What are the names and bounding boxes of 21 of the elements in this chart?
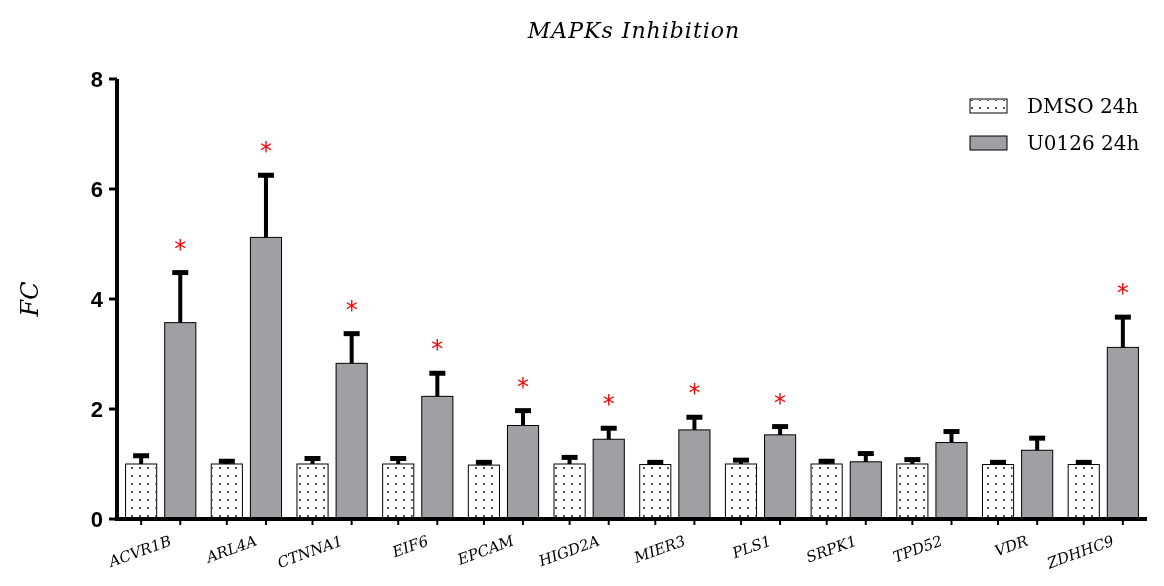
annotation: * — [774, 388, 787, 417]
annotation: * — [688, 379, 701, 408]
annotation: * — [259, 137, 272, 166]
y-tick-label: 8 — [90, 66, 103, 92]
y-tick-label: 2 — [90, 396, 103, 422]
y-tick-label: 0 — [90, 506, 103, 532]
annotation: * — [345, 295, 358, 324]
annotation: * — [174, 234, 187, 263]
annotation: * — [1116, 279, 1129, 308]
y-tick-label: 4 — [90, 286, 104, 312]
annotation: * — [431, 335, 444, 364]
x-tick-label: PLS1 — [728, 531, 774, 563]
legend-label: U0126 24h — [1027, 131, 1140, 155]
x-tick-label: VDR — [992, 531, 1031, 561]
legend-label: DMSO 24h — [1027, 94, 1139, 118]
chart-title: MAPKs Inhibition — [526, 18, 741, 43]
y-axis-title: FC — [16, 281, 44, 318]
y-tick-label: 6 — [90, 176, 103, 202]
annotation: * — [602, 390, 615, 419]
x-tick-label: EIF6 — [389, 531, 432, 562]
annotation: * — [517, 372, 530, 401]
